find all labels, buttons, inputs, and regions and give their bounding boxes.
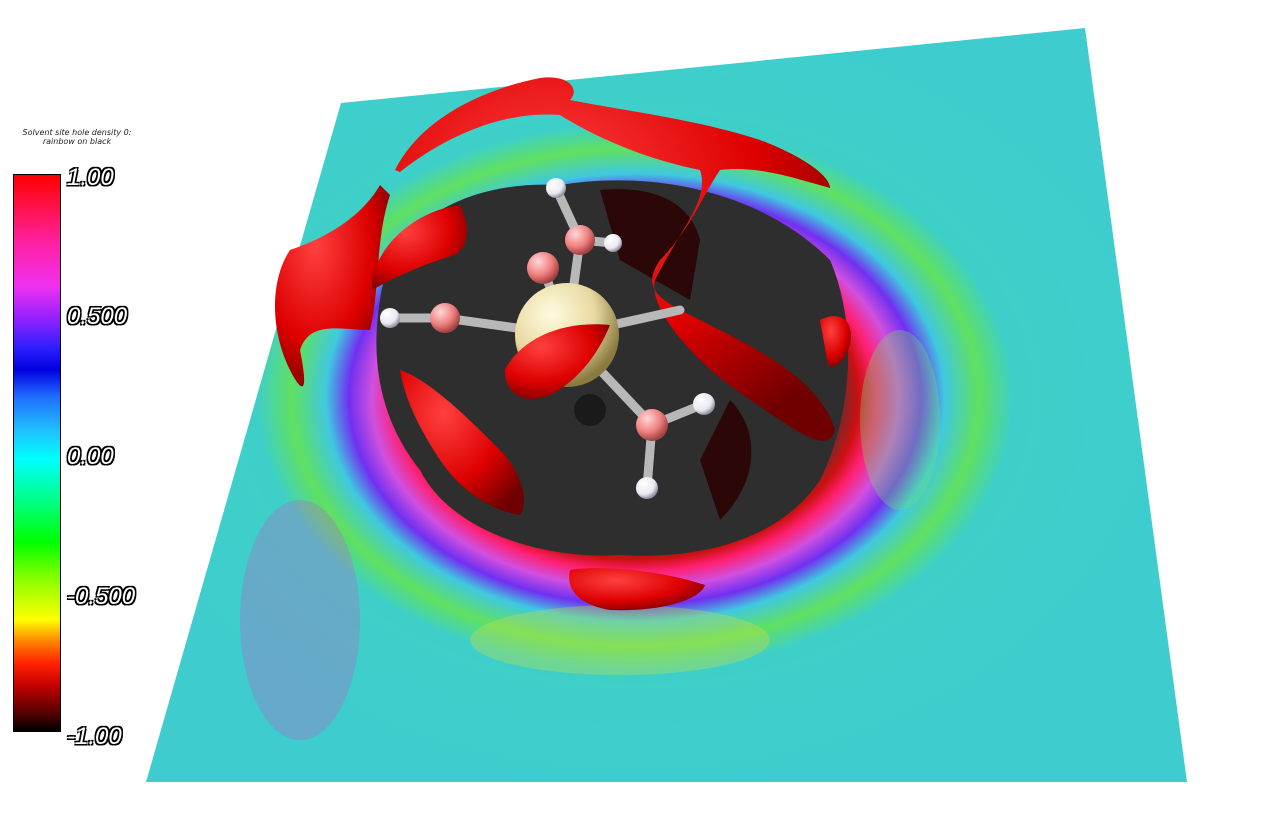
hydrogen-atom bbox=[546, 178, 566, 198]
isosurface-lobe bbox=[400, 370, 524, 515]
hydrogen-atom bbox=[380, 308, 400, 328]
oxygen-atom bbox=[527, 252, 559, 284]
legend-title-line1: Solvent site hole density 0: bbox=[22, 128, 132, 137]
hydrogen-atom bbox=[693, 393, 715, 415]
hydrogen-atom bbox=[604, 234, 622, 252]
colorbar-tick-label: 0.500 bbox=[67, 303, 128, 330]
oxygen-atom bbox=[430, 303, 460, 333]
colorbar bbox=[13, 174, 61, 732]
colorbar-tick-label: 1.00 bbox=[67, 164, 114, 191]
molecule-ball-stick bbox=[380, 178, 715, 499]
oxygen-atom bbox=[636, 409, 668, 441]
isosurface-lobe bbox=[372, 205, 467, 290]
legend-title: Solvent site hole density 0: rainbow on … bbox=[8, 128, 146, 146]
hidden-atom bbox=[574, 394, 606, 426]
legend-title-line2: rainbow on black bbox=[42, 137, 112, 146]
hydrogen-atom bbox=[636, 477, 658, 499]
colorbar-tick-label: -1.00 bbox=[67, 723, 122, 750]
isosurface-lobe bbox=[275, 185, 390, 387]
oxygen-atom bbox=[565, 225, 595, 255]
isosurface-lobe bbox=[569, 568, 705, 611]
colorbar-tick-label: -0.500 bbox=[67, 583, 136, 610]
isosurface-lobe bbox=[395, 77, 835, 441]
isosurface-lobe bbox=[820, 316, 851, 367]
colorbar-tick-label: 0.00 bbox=[67, 443, 114, 470]
